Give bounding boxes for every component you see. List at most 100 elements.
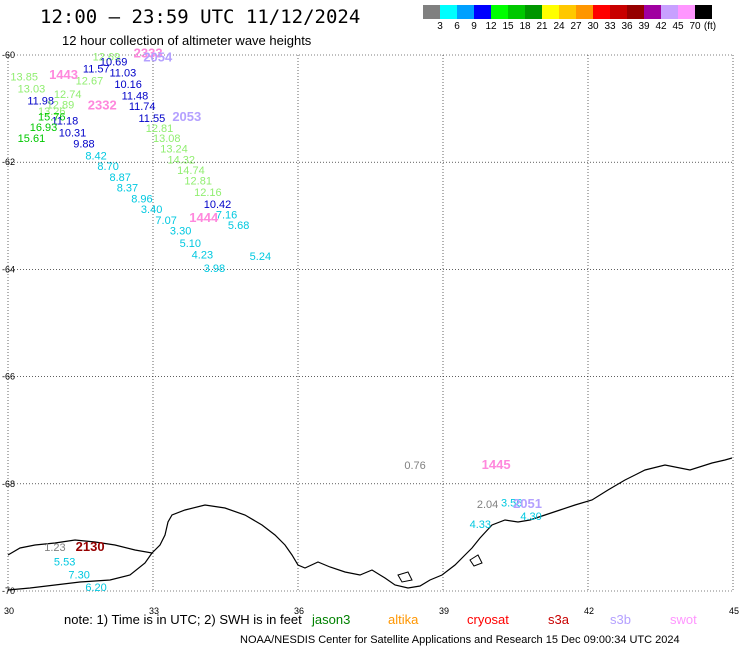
satellite-s3b: s3b bbox=[610, 612, 631, 627]
swh-value: 3.40 bbox=[141, 204, 162, 216]
legend-swatch bbox=[610, 5, 627, 19]
grid-lines bbox=[7, 54, 734, 592]
footer-note: note: 1) Time is in UTC; 2) SWH is in fe… bbox=[64, 612, 302, 627]
swh-value: 16.93 bbox=[30, 122, 58, 134]
swh-value: 7.16 bbox=[216, 209, 237, 221]
swh-value: 5.68 bbox=[228, 220, 249, 232]
legend-swatch bbox=[695, 5, 712, 19]
latitude-label: -62 bbox=[2, 157, 15, 167]
antarctic-coastline bbox=[7, 457, 733, 589]
swh-value: 2.04 bbox=[477, 499, 498, 511]
pass-time-label: 1443 bbox=[49, 67, 78, 82]
legend-label: 9 bbox=[471, 21, 477, 32]
swh-value: 5.24 bbox=[250, 251, 271, 263]
legend-label: 18 bbox=[519, 21, 531, 32]
credit-line: NOAA/NESDIS Center for Satellite Applica… bbox=[240, 634, 680, 646]
pass-time-label: 2130 bbox=[76, 539, 105, 554]
pass-time-label: 1445 bbox=[482, 457, 511, 472]
swh-value: 13.03 bbox=[18, 84, 46, 96]
swh-value: 8.96 bbox=[131, 193, 152, 205]
satellite-cryosat: cryosat bbox=[467, 612, 509, 627]
swh-value: 8.42 bbox=[85, 151, 106, 163]
swh-value: 3.98 bbox=[204, 263, 225, 275]
swh-value: 15.61 bbox=[18, 133, 46, 145]
legend-swatch bbox=[423, 5, 440, 19]
swh-value: 0.76 bbox=[404, 460, 425, 472]
latitude-label: -64 bbox=[2, 264, 15, 274]
longitude-label: 33 bbox=[149, 606, 159, 616]
swh-value: 15.76 bbox=[38, 111, 66, 123]
legend-swatch bbox=[525, 5, 542, 19]
swh-value: 7.30 bbox=[68, 570, 89, 582]
pass-time-label: 1444 bbox=[189, 210, 219, 225]
swh-value: 12.69 bbox=[93, 51, 121, 63]
pass-time-label: 2333 bbox=[134, 46, 163, 61]
map-title: 12:00 — 23:59 UTC 11/12/2024 bbox=[40, 6, 361, 28]
swh-value: 11.98 bbox=[27, 95, 54, 107]
swh-value: 9.88 bbox=[73, 139, 94, 151]
legend-labels: 3 6 9 12 15 18 21 24 27 30 33 36 39 42 45 70 (ft) bbox=[423, 19, 716, 33]
swh-value: 11.57 bbox=[83, 64, 110, 76]
legend-label: 45 bbox=[672, 21, 684, 32]
legend-label: 24 bbox=[553, 21, 565, 32]
axis-labels: -60 -62 -64 -66 -68 -70 30 33 36 39 42 45 bbox=[2, 50, 739, 616]
swh-value: 4.33 bbox=[470, 519, 491, 531]
swh-value: 8.70 bbox=[97, 161, 118, 173]
swh-value: 14.32 bbox=[168, 154, 196, 166]
swh-value: 3.56 bbox=[501, 497, 522, 509]
swh-value: 6.20 bbox=[85, 582, 106, 594]
legend-unit: (ft) bbox=[703, 21, 717, 32]
pass-time-label: 2053 bbox=[172, 109, 201, 124]
swh-value: 13.85 bbox=[10, 72, 38, 84]
legend-swatch bbox=[440, 5, 457, 19]
coastal-islet bbox=[397, 571, 413, 583]
swh-value: 8.87 bbox=[110, 172, 131, 184]
swh-value: 10.69 bbox=[100, 57, 128, 69]
latitude-label: -66 bbox=[2, 372, 15, 382]
swh-value: 13.26 bbox=[38, 106, 66, 118]
legend-swatches bbox=[423, 5, 712, 19]
map-subtitle: 12 hour collection of altimeter wave hei… bbox=[62, 33, 312, 48]
legend-label: 27 bbox=[570, 21, 582, 32]
swh-value: 12.81 bbox=[146, 123, 174, 135]
longitude-label: 36 bbox=[294, 606, 304, 616]
swh-value: 12.67 bbox=[76, 75, 104, 87]
longitude-label: 45 bbox=[729, 606, 739, 616]
legend-swatch bbox=[627, 5, 644, 19]
legend-swatch bbox=[678, 5, 695, 19]
swh-value: 4.23 bbox=[192, 250, 213, 262]
legend-swatch bbox=[559, 5, 576, 19]
legend-label: 6 bbox=[454, 21, 460, 32]
pass-time-label: 2051 bbox=[513, 496, 542, 511]
swh-value: 8.37 bbox=[117, 183, 138, 195]
legend-label: 21 bbox=[536, 21, 548, 32]
satellite-s3a: s3a bbox=[548, 612, 569, 627]
legend-swatch bbox=[661, 5, 678, 19]
antarctic-ice-shelf-line bbox=[7, 552, 153, 591]
swh-value: 11.03 bbox=[110, 67, 137, 79]
latitude-label: -60 bbox=[2, 50, 15, 60]
legend-label: 39 bbox=[638, 21, 650, 32]
longitude-label: 39 bbox=[439, 606, 449, 616]
swh-value: 14.74 bbox=[177, 165, 205, 177]
swh-value: 5.10 bbox=[180, 238, 201, 250]
pass-time-label: 2332 bbox=[88, 98, 117, 113]
longitude-label: 30 bbox=[4, 606, 14, 616]
legend-label: 42 bbox=[655, 21, 667, 32]
swh-value: 12.16 bbox=[194, 187, 222, 199]
swh-value: 10.16 bbox=[114, 79, 142, 91]
legend-swatch bbox=[474, 5, 491, 19]
swh-value: 13.08 bbox=[153, 133, 181, 145]
legend-label: 15 bbox=[502, 21, 514, 32]
latitude-label: -68 bbox=[2, 479, 15, 489]
longitude-label: 42 bbox=[584, 606, 594, 616]
satellite-altika: altika bbox=[388, 612, 419, 627]
swh-value: 12.81 bbox=[184, 176, 212, 188]
swh-value: 4.30 bbox=[520, 511, 541, 523]
swh-value: 11.55 bbox=[139, 113, 166, 125]
legend-label: 3 bbox=[437, 21, 443, 32]
swh-value: 1.23 bbox=[44, 542, 65, 554]
